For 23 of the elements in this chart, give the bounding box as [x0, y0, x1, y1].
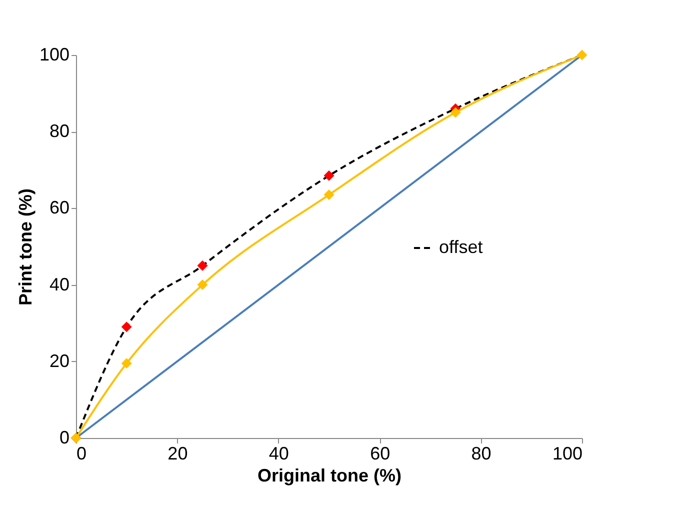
x-tick-label: 80 [471, 444, 492, 464]
legend-label: offset [439, 237, 483, 257]
x-tick-label: 0 [76, 444, 87, 464]
y-tick-label: 0 [59, 428, 70, 448]
y-tick-label: 20 [49, 350, 70, 371]
point [121, 358, 132, 369]
point [197, 280, 208, 290]
point [450, 107, 461, 118]
x-tick-label: 60 [370, 444, 390, 464]
point [324, 170, 334, 181]
point [576, 50, 588, 60]
y-tick-label: 60 [49, 198, 70, 218]
x-axis-title: Original tone (%) [258, 466, 402, 486]
x-tick-label: 20 [168, 444, 188, 464]
y-tick-label: 100 [39, 44, 70, 64]
y-axis-title: Print tone (%) [15, 188, 36, 306]
point [121, 322, 132, 332]
point [324, 190, 334, 200]
y-tick-label: 40 [49, 274, 70, 294]
y-tick-label: 80 [49, 121, 70, 142]
x-tick-label: 40 [268, 444, 289, 464]
point [197, 260, 208, 271]
x-tick-label: 100 [552, 444, 582, 464]
